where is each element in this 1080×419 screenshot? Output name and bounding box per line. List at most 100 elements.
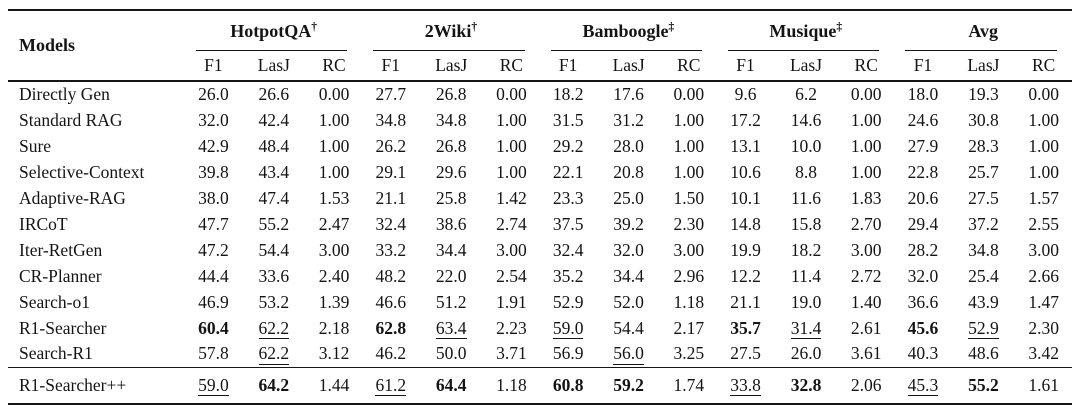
- metric-value: 54.4: [613, 317, 644, 338]
- metric-value: 47.2: [198, 239, 229, 260]
- metric-value: 26.0: [790, 343, 822, 364]
- metric-value: 52.9: [552, 291, 584, 312]
- metric-value: 1.00: [318, 161, 350, 182]
- metric-value: 40.3: [907, 343, 939, 364]
- model-name: Search-R1: [19, 343, 93, 364]
- metric-value: 0.00: [496, 84, 527, 104]
- metric-value: 22.8: [907, 161, 939, 182]
- metric-value: 3.42: [1028, 343, 1059, 364]
- metric-value: 1.91: [496, 291, 527, 312]
- dataset-name: Musique‡: [769, 20, 843, 41]
- underlined-value: 62.2: [258, 317, 290, 339]
- table-row-ircot: IRCoT 47.7 55.2 2.47 32.4 38.6 2.74 37.5 39.2 2.3…: [8, 211, 1072, 237]
- subcolumn-lasj: LasJ: [435, 55, 468, 75]
- metric-value: 32.0: [198, 109, 229, 130]
- metric-value: 33.6: [258, 265, 290, 286]
- metric-value: 2.70: [850, 213, 882, 234]
- metric-value: 33.2: [375, 239, 407, 260]
- subcolumn-rc: RC: [499, 55, 524, 75]
- metric-value: 0.00: [673, 84, 705, 104]
- metric-value: 1.50: [673, 187, 705, 208]
- metric-value: 1.00: [673, 161, 705, 182]
- metric-value: 19.0: [790, 291, 822, 312]
- metric-value: 15.8: [790, 213, 822, 234]
- metric-value: 1.00: [496, 135, 527, 156]
- metric-value: 47.7: [198, 213, 229, 234]
- metric-value: 61.2: [362, 367, 419, 404]
- group-underline-rule: [905, 50, 1057, 51]
- metric-value: 27.5: [968, 187, 999, 208]
- dagger-marker: †: [311, 20, 317, 33]
- subcolumn-f1: F1: [736, 55, 755, 75]
- metric-value: 42.9: [198, 135, 229, 156]
- metric-value: 1.44: [318, 374, 350, 395]
- metric-value: 20.8: [613, 161, 644, 182]
- metric-value: 26.2: [375, 135, 407, 156]
- column-group-2wiki: 2Wiki†: [362, 10, 539, 51]
- table-row-r1searcher: R1-Searcher 60.4 62.2 2.18 62.8 63.4 2.23 59.0 5…: [8, 315, 1072, 341]
- metric-value: 36.6: [907, 291, 939, 312]
- metric-value: 59.0: [540, 315, 597, 341]
- metric-value: 52.9: [951, 315, 1015, 341]
- table-row-searchr1: Search-R1 57.8 62.2 3.12 46.2 50.0 3.71 56.9 56.…: [8, 341, 1072, 367]
- model-name: Iter-RetGen: [19, 239, 103, 260]
- metric-value: 25.7: [968, 161, 999, 182]
- metric-value: 22.0: [435, 265, 467, 286]
- header-group-row: Models HotpotQA† 2Wiki† Bamboogle‡ Musique‡ A…: [8, 10, 1072, 55]
- metric-value: 2.55: [1028, 213, 1059, 234]
- underlined-value: 31.4: [790, 317, 822, 339]
- metric-value: 2.17: [673, 317, 705, 338]
- metric-value: 25.0: [613, 187, 644, 208]
- metric-value: 33.8: [717, 367, 774, 404]
- metric-value: 3.00: [850, 239, 882, 260]
- metric-value: 1.18: [496, 374, 527, 395]
- metric-value: 26.8: [435, 135, 467, 156]
- model-name: Selective-Context: [19, 161, 145, 182]
- metric-value: 0.00: [318, 84, 350, 104]
- column-group-hotpotqa: HotpotQA†: [185, 10, 362, 51]
- metric-value: 1.57: [1028, 187, 1059, 208]
- metric-value: 2.40: [318, 265, 350, 286]
- metric-value: 2.61: [850, 317, 882, 338]
- metric-value: 32.8: [790, 374, 822, 395]
- table-row-searcho1: Search-o1 46.9 53.2 1.39 46.6 51.2 1.91 52.9 52.…: [8, 289, 1072, 315]
- table-head: Models HotpotQA† 2Wiki† Bamboogle‡ Musique‡ A…: [8, 10, 1072, 81]
- metric-value: 38.6: [435, 213, 467, 234]
- metric-value: 1.00: [496, 161, 527, 182]
- subcolumn-rc: RC: [677, 55, 701, 75]
- metric-value: 34.8: [375, 109, 407, 130]
- underlined-value: 62.2: [258, 343, 290, 365]
- metric-value: 60.4: [198, 317, 229, 338]
- metric-value: 1.42: [496, 187, 527, 208]
- metric-value: 10.1: [730, 187, 761, 208]
- metric-value: 43.4: [258, 161, 290, 182]
- metric-value: 9.6: [734, 84, 757, 104]
- metric-value: 57.8: [198, 343, 229, 364]
- metric-value: 32.0: [613, 239, 644, 260]
- metric-value: 59.0: [185, 367, 242, 404]
- metric-value: 46.9: [198, 291, 229, 312]
- metric-value: 14.8: [730, 213, 761, 234]
- metric-value: 32.0: [907, 265, 939, 286]
- metric-value: 35.2: [552, 265, 584, 286]
- metric-value: 1.00: [1028, 135, 1059, 156]
- metric-value: 1.00: [496, 109, 527, 130]
- metric-value: 21.1: [730, 291, 761, 312]
- metric-value: 3.00: [673, 239, 705, 260]
- metric-value: 26.8: [435, 84, 467, 104]
- metric-value: 52.0: [613, 291, 644, 312]
- model-name: Directly Gen: [19, 84, 110, 104]
- metric-value: 1.47: [1028, 291, 1059, 312]
- metric-value: 2.74: [496, 213, 527, 234]
- metric-value: 2.72: [850, 265, 882, 286]
- metric-value: 31.4: [774, 315, 838, 341]
- metric-value: 48.2: [375, 265, 407, 286]
- metric-value: 59.2: [613, 374, 644, 395]
- underlined-value: 33.8: [730, 374, 761, 397]
- metric-value: 62.2: [242, 341, 306, 367]
- column-group-bamboogle: Bamboogle‡: [540, 10, 717, 51]
- metric-value: 1.00: [318, 109, 350, 130]
- metric-value: 35.7: [730, 317, 761, 338]
- metric-value: 3.25: [673, 343, 705, 364]
- model-name: Standard RAG: [19, 109, 123, 130]
